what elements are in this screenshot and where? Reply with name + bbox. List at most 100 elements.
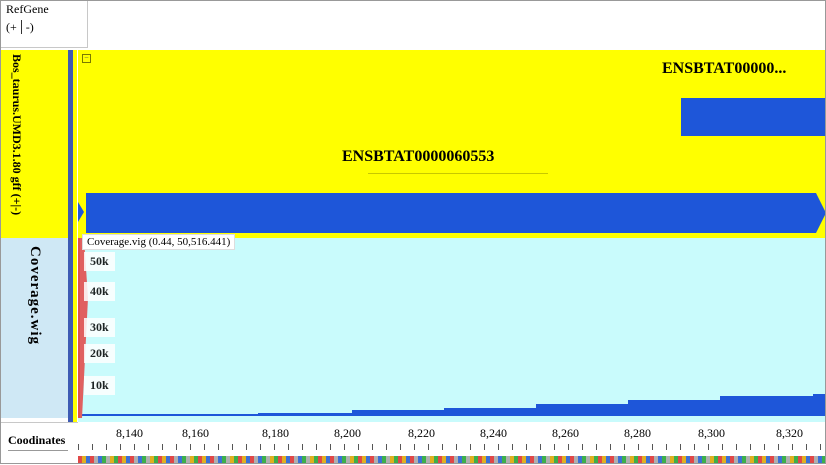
coordinate-tick bbox=[232, 444, 233, 450]
sequence-base bbox=[650, 456, 654, 464]
coordinate-tick bbox=[498, 444, 499, 450]
sequence-base bbox=[442, 456, 446, 464]
sequence-base bbox=[434, 456, 438, 464]
coverage-bar bbox=[258, 413, 352, 416]
coordinate-tick bbox=[750, 444, 751, 450]
coordinate-tick bbox=[302, 444, 303, 450]
sequence-base bbox=[534, 456, 538, 464]
sequence-base bbox=[386, 456, 390, 464]
coordinate-tick bbox=[582, 444, 583, 450]
strand-minus-toggle[interactable]: -) bbox=[25, 20, 34, 34]
sequence-base bbox=[706, 456, 710, 464]
sequence-base bbox=[174, 456, 178, 464]
sequence-base bbox=[542, 456, 546, 464]
sequence-base bbox=[502, 456, 506, 464]
coordinate-tick-label: 8,220 bbox=[408, 426, 435, 440]
sequence-base bbox=[718, 456, 722, 464]
coordinate-tick bbox=[330, 444, 331, 450]
sequence-base bbox=[666, 456, 670, 464]
sequence-base bbox=[778, 456, 782, 464]
sequence-base bbox=[774, 456, 778, 464]
coordinates-track-name: Coodinates bbox=[8, 433, 66, 447]
coverage-track-label[interactable]: Coverage.wig bbox=[0, 238, 68, 418]
sequence-base bbox=[678, 456, 682, 464]
sequence-base bbox=[122, 456, 126, 464]
sequence-base bbox=[658, 456, 662, 464]
gene-label-1[interactable]: ENSBTAT00000... bbox=[662, 60, 787, 77]
coordinate-tick bbox=[456, 444, 457, 450]
strand-toggle[interactable]: (+ -) bbox=[6, 20, 34, 35]
track-resize-handle-edge bbox=[73, 50, 77, 422]
sequence-base bbox=[294, 456, 298, 464]
coordinate-tick bbox=[652, 444, 653, 450]
track-resize-handle[interactable] bbox=[68, 50, 73, 422]
sequence-base bbox=[230, 456, 234, 464]
sequence-base bbox=[94, 456, 98, 464]
sequence-base bbox=[810, 456, 814, 464]
gene-feature-2[interactable] bbox=[86, 193, 816, 233]
coverage-bar bbox=[536, 404, 628, 416]
coverage-bar bbox=[352, 410, 444, 416]
sequence-base bbox=[494, 456, 498, 464]
sequence-base bbox=[762, 456, 766, 464]
gff-track-label[interactable]: Bos_taurus.UMD3.1.80 gff (+|-) bbox=[0, 50, 68, 238]
sequence-base bbox=[698, 456, 702, 464]
sequence-base bbox=[186, 456, 190, 464]
coverage-tick-label: 10k bbox=[84, 376, 115, 395]
strand-plus-toggle[interactable]: (+ bbox=[6, 20, 17, 34]
sequence-base bbox=[798, 456, 802, 464]
coordinate-tick bbox=[134, 444, 135, 450]
sequence-base bbox=[566, 456, 570, 464]
sequence-strip bbox=[78, 456, 826, 464]
sequence-base bbox=[626, 456, 630, 464]
sequence-base bbox=[290, 456, 294, 464]
sequence-base bbox=[690, 456, 694, 464]
sequence-base bbox=[598, 456, 602, 464]
sequence-base bbox=[530, 456, 534, 464]
coordinate-tick bbox=[316, 444, 317, 450]
sequence-base bbox=[470, 456, 474, 464]
coordinate-tick bbox=[554, 444, 555, 450]
coordinate-tick bbox=[624, 444, 625, 450]
gene-feature-1[interactable] bbox=[681, 98, 826, 136]
sequence-base bbox=[654, 456, 658, 464]
coordinate-tick-label: 8,280 bbox=[624, 426, 651, 440]
sequence-base bbox=[202, 456, 206, 464]
sequence-base bbox=[190, 456, 194, 464]
sequence-base bbox=[194, 456, 198, 464]
coverage-plot[interactable] bbox=[78, 238, 826, 422]
sequence-base bbox=[78, 456, 82, 464]
coverage-tick-label: 20k bbox=[84, 344, 115, 363]
sequence-base bbox=[342, 456, 346, 464]
sequence-base bbox=[686, 456, 690, 464]
coordinate-tick-label: 8,160 bbox=[182, 426, 209, 440]
coordinate-tick-label: 8,180 bbox=[262, 426, 289, 440]
coordinate-tick bbox=[666, 444, 667, 450]
sequence-base bbox=[138, 456, 142, 464]
sequence-base bbox=[638, 456, 642, 464]
sequence-base bbox=[166, 456, 170, 464]
sequence-base bbox=[210, 456, 214, 464]
coordinate-tick bbox=[78, 444, 79, 450]
sequence-base bbox=[330, 456, 334, 464]
sequence-base bbox=[250, 456, 254, 464]
sequence-base bbox=[390, 456, 394, 464]
collapse-icon[interactable]: − bbox=[82, 54, 91, 63]
sequence-base bbox=[266, 456, 270, 464]
sequence-base bbox=[670, 456, 674, 464]
sequence-base bbox=[346, 456, 350, 464]
sequence-base bbox=[238, 456, 242, 464]
sequence-base bbox=[370, 456, 374, 464]
sequence-base bbox=[286, 456, 290, 464]
gene-label-2[interactable]: ENSBTAT0000060553 bbox=[342, 148, 495, 165]
coordinate-tick bbox=[260, 444, 261, 450]
sequence-base bbox=[558, 456, 562, 464]
coverage-bar bbox=[444, 408, 536, 416]
sequence-base bbox=[382, 456, 386, 464]
sequence-base bbox=[478, 456, 482, 464]
coordinates-track: 8,140 8,160 8,180 8,200 8,220 8,240 8,26… bbox=[78, 422, 826, 464]
sequence-base bbox=[766, 456, 770, 464]
sequence-base bbox=[550, 456, 554, 464]
coordinate-tick bbox=[120, 444, 121, 450]
